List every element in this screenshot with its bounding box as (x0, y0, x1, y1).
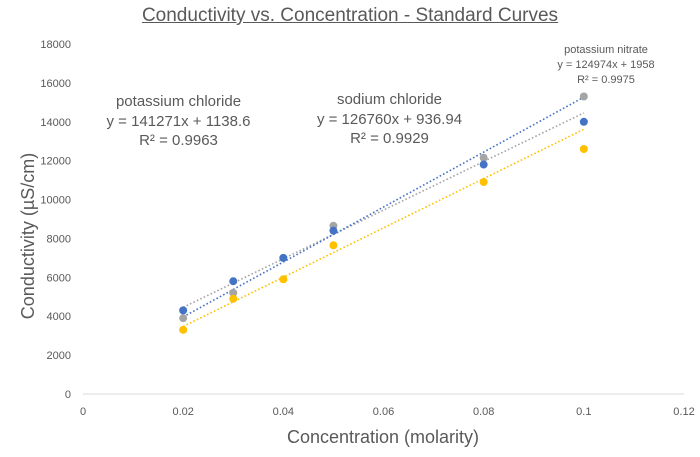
point-potassium-chloride (579, 117, 588, 126)
point-sodium-chloride (179, 325, 188, 334)
annotation-equation: y = 124974x + 1958 (557, 58, 655, 71)
x-tick-label: 0.08 (473, 406, 494, 418)
point-sodium-chloride (479, 178, 488, 187)
annotation-equation: y = 126760x + 936.94 (316, 110, 463, 128)
point-sodium-chloride (579, 145, 588, 153)
y-tick-label: 12000 (40, 156, 71, 168)
annotation-name: sodium chloride (336, 91, 443, 108)
point-potassium-chloride (279, 253, 288, 262)
x-axis-label: Concentration (molarity) (286, 427, 480, 447)
annotation-name: potassium nitrate (564, 44, 648, 56)
y-axis-label: Conductivity (µS/cm) (18, 152, 38, 320)
point-potassium-nitrate (229, 288, 238, 297)
point-potassium-chloride (229, 277, 238, 286)
y-tick-label: 0 (65, 389, 71, 401)
y-tick-label: 2000 (47, 350, 71, 362)
point-sodium-chloride (329, 241, 338, 250)
annotation-name: potassium chloride (115, 93, 242, 110)
annotation-potassium-chloride: potassium chloride y = 141271x + 1138.6 … (96, 92, 261, 151)
annotation-r2: R² = 0.9975 (577, 73, 635, 86)
point-potassium-nitrate (579, 92, 588, 101)
point-sodium-chloride (279, 275, 288, 284)
y-tick-label: 6000 (47, 272, 71, 284)
chart-title: Conductivity vs. Concentration - Standar… (141, 5, 559, 26)
point-potassium-nitrate (479, 153, 488, 162)
annotation-sodium-chloride: sodium chloride y = 126760x + 936.94 R² … (302, 90, 477, 149)
x-tick-label: 0.04 (273, 406, 294, 418)
trendline-potassium-chloride (182, 96, 585, 318)
x-tick-label: 0.1 (576, 406, 591, 418)
x-tick-label: 0.06 (373, 406, 394, 418)
x-tick-label: 0 (80, 406, 86, 418)
y-tick-label: 8000 (47, 233, 71, 245)
y-tick-label: 18000 (40, 39, 71, 51)
point-potassium-chloride (329, 226, 338, 235)
x-tick-label: 0.12 (673, 406, 694, 418)
point-potassium-chloride (479, 160, 488, 169)
y-tick-label: 10000 (40, 195, 71, 207)
annotation-r2: R² = 0.9963 (139, 132, 218, 149)
point-sodium-chloride (229, 294, 238, 303)
data-points (179, 92, 588, 334)
annotation-equation: y = 141271x + 1138.6 (106, 112, 251, 130)
point-potassium-chloride (179, 306, 188, 315)
y-tick-label: 16000 (40, 78, 71, 90)
annotation-potassium-nitrate: potassium nitrate y = 124974x + 1958 R² … (541, 43, 671, 88)
y-tick-label: 4000 (47, 311, 71, 323)
y-tick-label: 14000 (40, 117, 71, 129)
trendlines (182, 96, 585, 328)
annotation-r2: R² = 0.9929 (350, 130, 429, 147)
x-tick-label: 0.02 (172, 406, 193, 418)
trendline-sodium-chloride (182, 128, 585, 328)
point-potassium-nitrate (179, 314, 188, 323)
axes: 0 0.02 0.04 0.06 0.08 0.1 0.12 0 2000 4000 6000 800… (40, 39, 694, 418)
